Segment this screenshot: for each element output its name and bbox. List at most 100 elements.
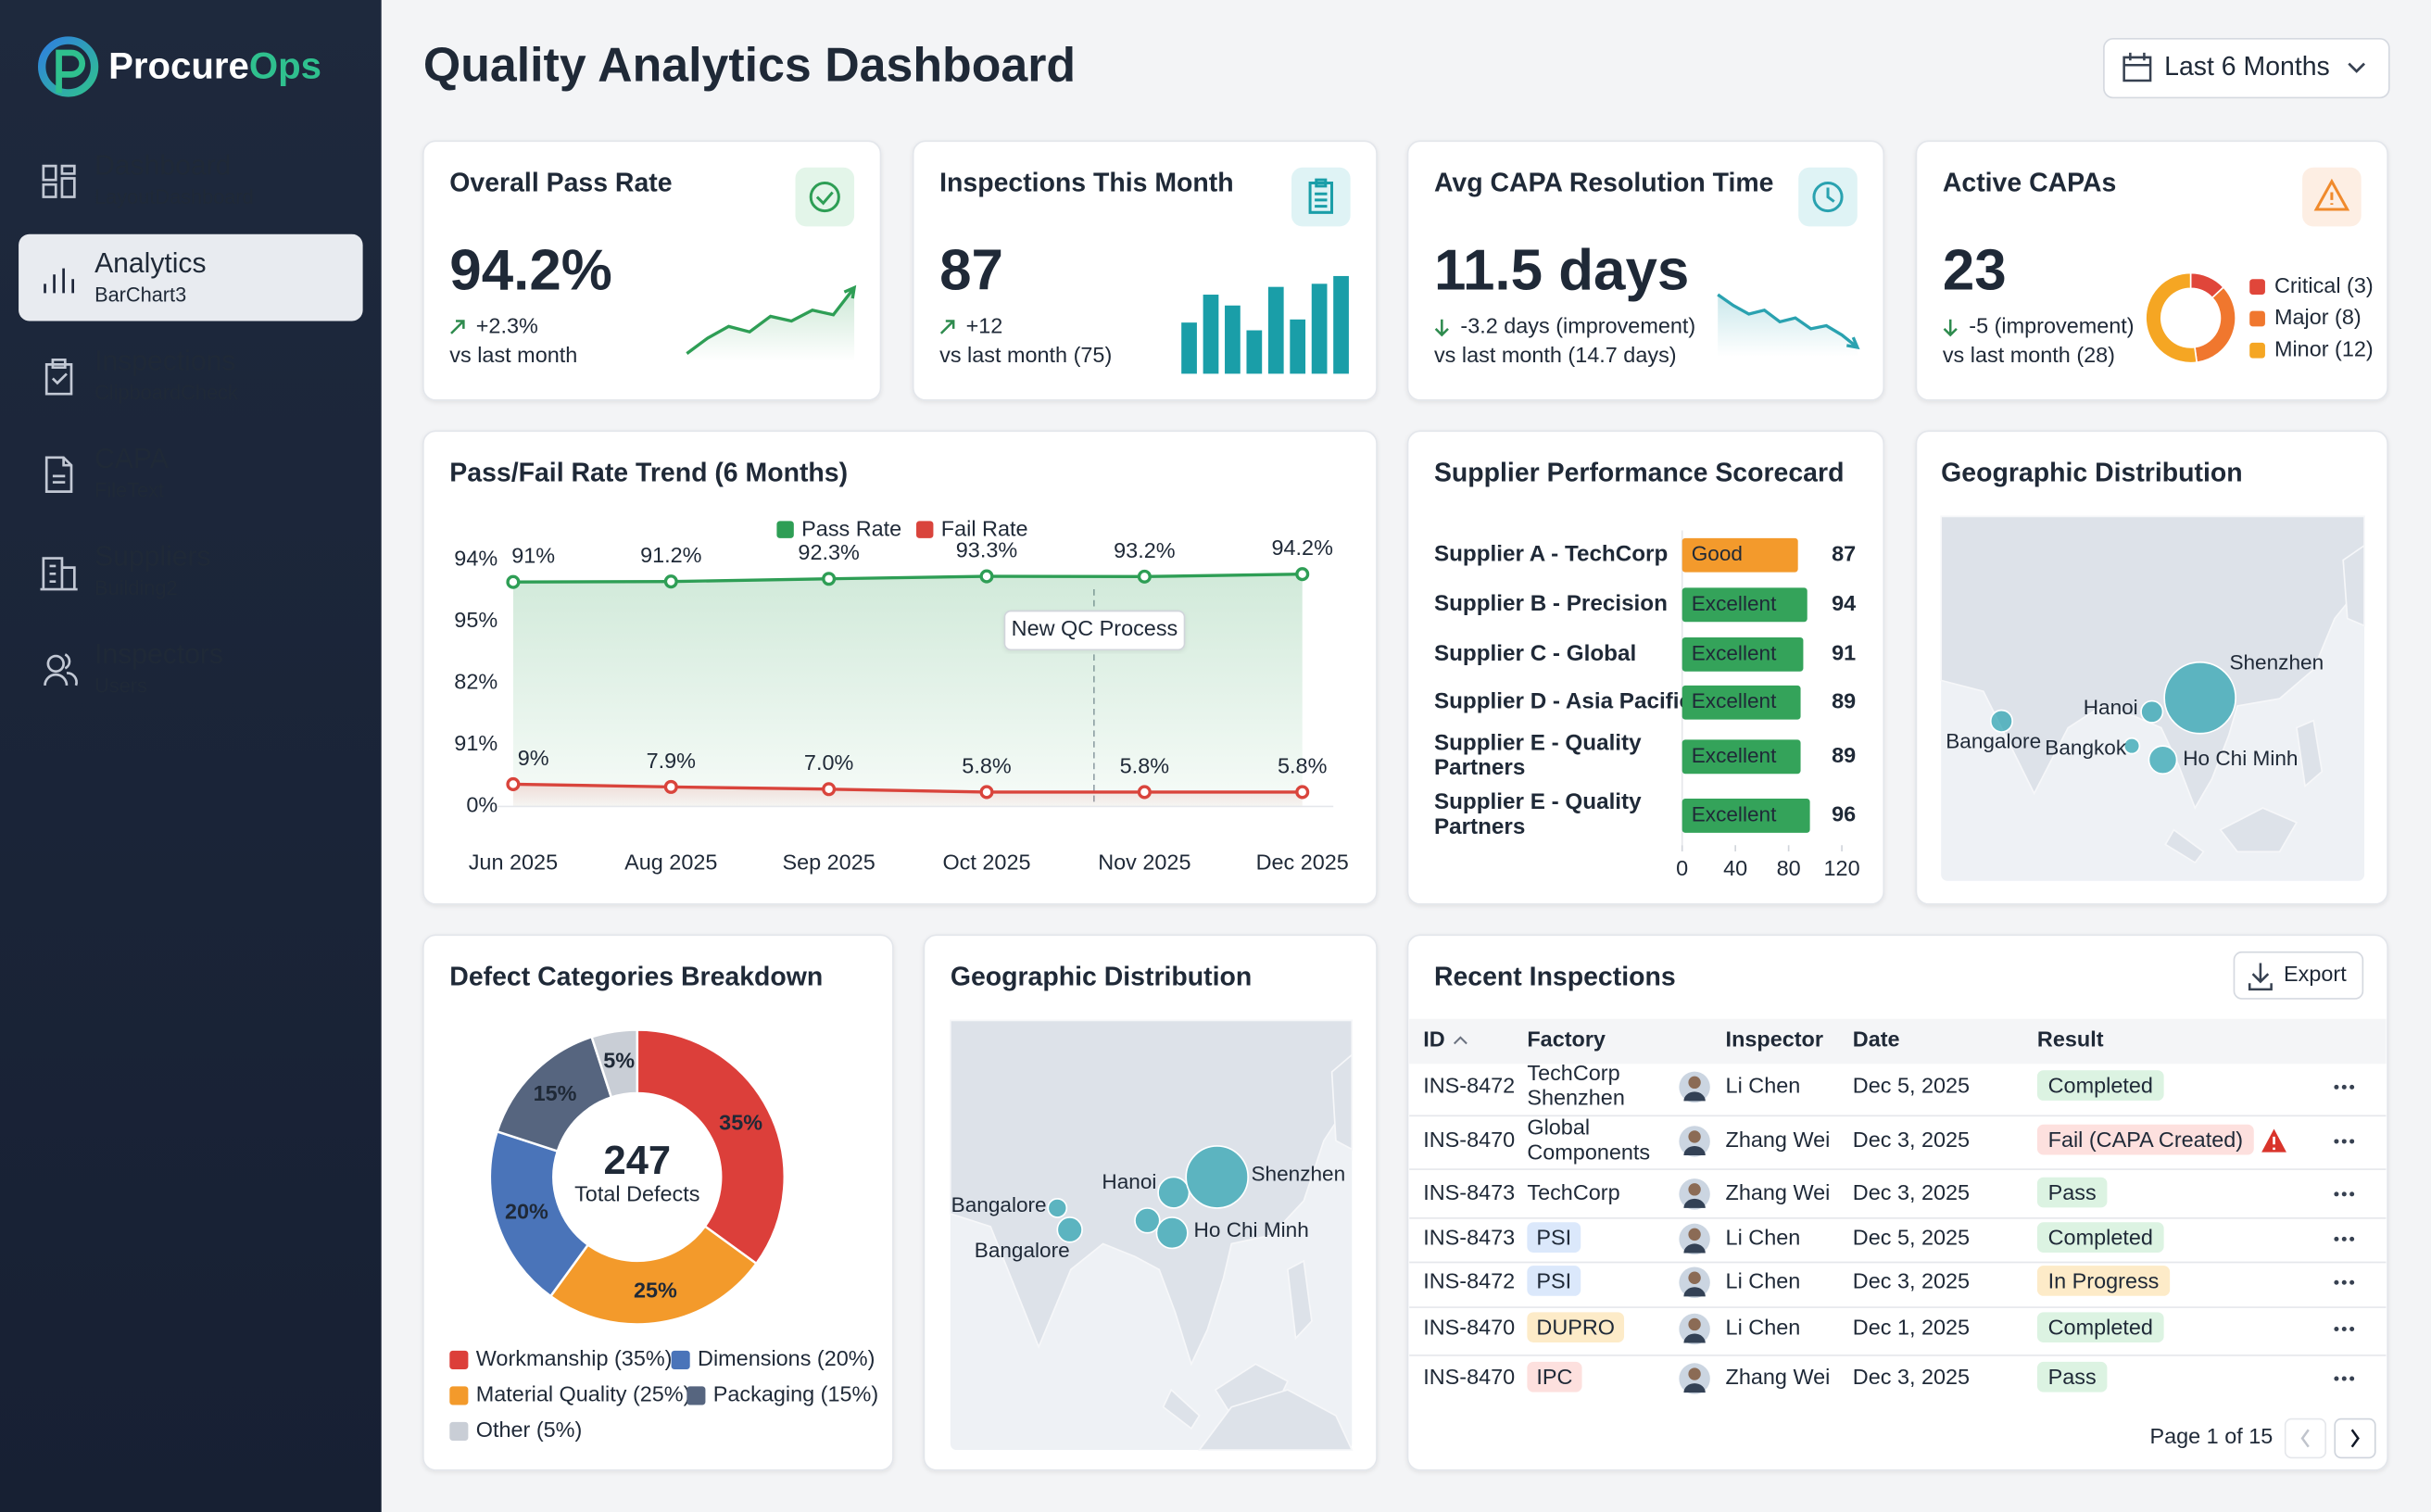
x-tick-label: Nov 2025 (1098, 850, 1190, 875)
kpi-change: +2.3% (476, 313, 538, 337)
row-menu-dot[interactable] (2349, 1279, 2355, 1285)
row-menu-dot[interactable] (2341, 1236, 2347, 1241)
segment-label: 35% (719, 1111, 762, 1135)
segment-label: 25% (634, 1279, 677, 1303)
export-icon (2248, 963, 2273, 991)
cell-inspector: Li Chen (1726, 1268, 1801, 1292)
score-bar (1682, 537, 1798, 573)
row-menu-dot[interactable] (2334, 1279, 2339, 1285)
row-menu-dot[interactable] (2349, 1191, 2355, 1197)
data-point (1137, 569, 1152, 584)
cell-factory: TechCorp (1527, 1180, 1619, 1204)
annotation-box (1003, 610, 1186, 651)
nav-icon (44, 358, 73, 396)
cell-id: INS-8470 (1423, 1128, 1515, 1152)
nav-item-active[interactable] (19, 233, 363, 321)
supplier-name: Supplier C - Global (1434, 641, 1636, 666)
data-label: 5.8% (962, 753, 1011, 777)
data-label: 5.8% (1120, 753, 1169, 777)
data-label: 91% (511, 544, 555, 568)
score-label: 91 (1832, 641, 1856, 665)
row-menu-dot[interactable] (2334, 1326, 2339, 1331)
date-range-button[interactable] (2103, 38, 2390, 99)
map-bubble (2122, 737, 2141, 755)
nav-icon (40, 557, 78, 591)
page-title: Quality Analytics Dashboard (423, 37, 1076, 91)
data-point (663, 779, 678, 794)
cell-inspector: Zhang Wei (1726, 1180, 1831, 1204)
legend-swatch (686, 1386, 706, 1405)
row-menu-dot[interactable] (2349, 1236, 2355, 1241)
data-point (979, 785, 994, 800)
map-bubble (1047, 1198, 1068, 1218)
avatar-head (1688, 1317, 1701, 1331)
row-menu-dot[interactable] (2341, 1139, 2347, 1144)
row-menu-dot[interactable] (2334, 1084, 2339, 1090)
kpi-change: -5 (improvement) (1969, 313, 2134, 337)
row-menu-dot[interactable] (2341, 1376, 2347, 1381)
score-bar (1682, 685, 1801, 720)
kpi-comparison: vs last month (449, 343, 577, 367)
sort-icon (1454, 1036, 1467, 1045)
row-menu-dot[interactable] (2341, 1191, 2347, 1197)
export-button[interactable] (2233, 951, 2364, 1000)
map-label: Shenzhen (2229, 650, 2324, 674)
cell-id: INS-8473 (1423, 1226, 1515, 1250)
cell-factory: PSI (1536, 1268, 1571, 1292)
map-land (1330, 1052, 1354, 1151)
map-label: Ho Chi Minh (1194, 1218, 1309, 1241)
map-bubble (1989, 709, 2013, 733)
row-menu-dot[interactable] (2349, 1084, 2355, 1090)
donut-segment (636, 1028, 787, 1266)
data-label: 7.9% (647, 749, 696, 773)
cell-date: Dec 5, 2025 (1853, 1074, 1970, 1098)
segment-label: 15% (534, 1081, 577, 1105)
legend-swatch (2249, 310, 2265, 327)
x-tick-label: Oct 2025 (942, 850, 1030, 875)
row-menu-dot[interactable] (2341, 1084, 2347, 1090)
next-page-button[interactable] (2334, 1418, 2376, 1459)
legend-swatch (449, 1386, 469, 1405)
row-menu-dot[interactable] (2341, 1279, 2347, 1285)
donut-segment (488, 1129, 590, 1298)
row-menu-dot[interactable] (2334, 1191, 2339, 1197)
cell-date: Dec 1, 2025 (1853, 1316, 1970, 1340)
row-menu-dot[interactable] (2349, 1326, 2355, 1331)
row-menu-dot[interactable] (2341, 1326, 2347, 1331)
legend-swatch (776, 521, 794, 538)
avatar-head (1688, 1228, 1701, 1241)
row-menu-dot[interactable] (2334, 1376, 2339, 1381)
row-menu-dot[interactable] (2349, 1139, 2355, 1144)
map-bubble (1056, 1216, 1083, 1243)
row-menu-dot[interactable] (2349, 1376, 2355, 1381)
badge (2036, 1312, 2164, 1343)
badge (1527, 1266, 1581, 1296)
data-label: 5.8% (1278, 753, 1327, 777)
supplier-name: Supplier E - Quality Partners (1434, 789, 1642, 839)
row-menu-dot[interactable] (2334, 1236, 2339, 1241)
score-label: 94 (1832, 591, 1856, 615)
map-label: Bangkok (2045, 736, 2127, 759)
map-label: Shenzhen (1251, 1163, 1345, 1186)
column-header: Factory (1527, 1027, 1606, 1051)
prev-page-button[interactable] (2284, 1418, 2327, 1459)
cell-date: Dec 3, 2025 (1853, 1365, 1970, 1389)
cell-date: Dec 3, 2025 (1853, 1180, 1970, 1204)
chevron-left (2300, 1429, 2310, 1448)
sparkline-bar (1333, 275, 1349, 374)
card-title: Defect Categories Breakdown (449, 963, 823, 992)
data-label: 92.3% (798, 540, 859, 564)
column-header: Date (1853, 1027, 1900, 1051)
nav-sublabel: ClipboardCheck (94, 381, 238, 404)
y-axis-label: 0% (466, 793, 498, 817)
avatar-head (1688, 1367, 1701, 1380)
series-area (512, 784, 1303, 807)
legend-label: Packaging (15%) (713, 1382, 878, 1406)
donut-segment (590, 1028, 639, 1100)
row-menu-dot[interactable] (2334, 1139, 2339, 1144)
cell-result: Fail (CAPA Created) (2048, 1128, 2243, 1152)
logo-ring (38, 36, 99, 97)
y-axis-label: 94% (454, 546, 498, 570)
kpi-comparison: vs last month (75) (939, 343, 1112, 367)
